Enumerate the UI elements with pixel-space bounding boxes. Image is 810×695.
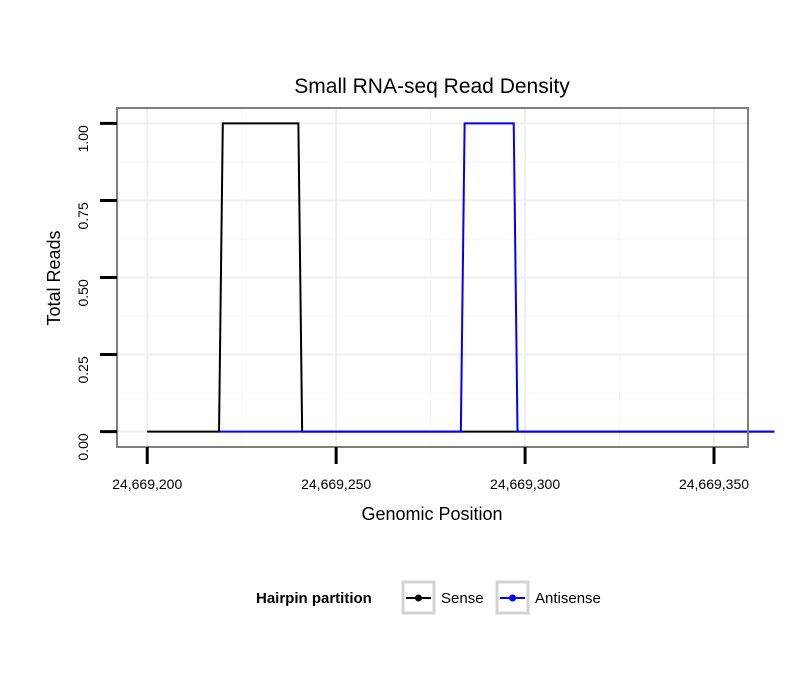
legend-items: Sense Antisense <box>401 580 601 615</box>
legend-label-antisense: Antisense <box>535 590 601 607</box>
legend-item-sense: Sense <box>401 580 484 615</box>
legend-item-antisense: Antisense <box>495 580 601 615</box>
series-layer <box>147 122 775 433</box>
y-tick-label-0: 0.00 <box>75 433 91 460</box>
x-axis-label: Genomic Position <box>361 504 502 524</box>
chart-title: Small RNA-seq Read Density <box>294 75 570 98</box>
y-axis-label: Total Reads <box>44 230 64 325</box>
legend-key-dot-antisense <box>509 594 516 602</box>
legend-label-sense: Sense <box>441 590 484 607</box>
series-line-antisense <box>219 122 775 433</box>
grid-layer <box>117 108 748 447</box>
x-tick-label-2: 24,669,300 <box>490 476 560 492</box>
y-tick-label-2: 0.50 <box>75 279 91 306</box>
x-tick-label-0: 24,669,200 <box>112 476 182 492</box>
legend-key-dot-sense <box>415 594 422 602</box>
legend-title: Hairpin partition <box>256 590 372 607</box>
y-tick-label-4: 1.00 <box>75 125 91 152</box>
x-tick-label-3: 24,669,350 <box>679 476 749 492</box>
x-tick-label-1: 24,669,250 <box>301 476 371 492</box>
y-tick-label-1: 0.25 <box>75 356 91 383</box>
legend: Hairpin partition Sense Antisense <box>256 580 601 615</box>
y-tick-label-3: 0.75 <box>75 202 91 229</box>
axis-layer: 24,669,200 24,669,250 24,669,300 24,669,350… <box>75 121 749 492</box>
